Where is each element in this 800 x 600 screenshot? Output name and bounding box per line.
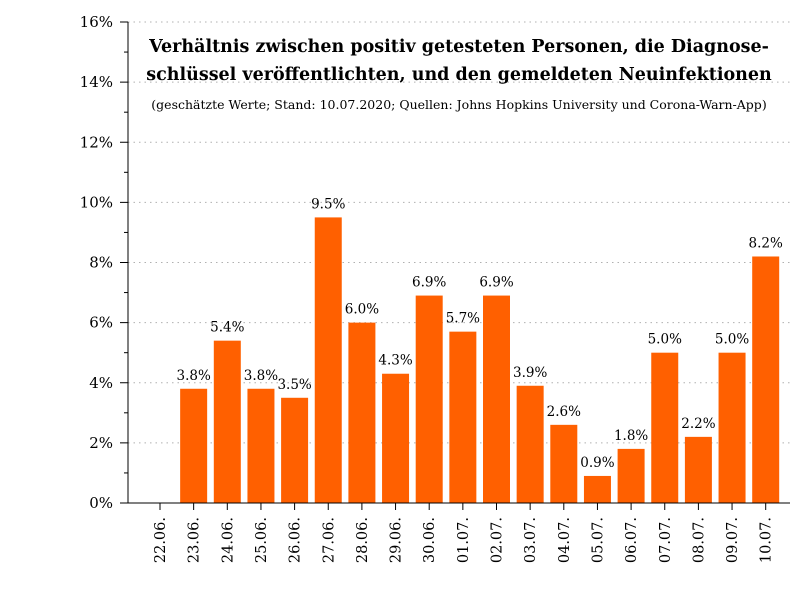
x-tick-label-04.07.: 04.07. — [557, 517, 573, 563]
y-tick-label-3: 6% — [89, 314, 113, 332]
value-label-07.07.: 5.0% — [648, 332, 682, 348]
x-tick-label-10.07.: 10.07. — [759, 517, 775, 563]
y-tick-label-6: 12% — [80, 133, 113, 151]
bar-30.06. — [415, 295, 443, 503]
value-label-02.07.: 6.9% — [479, 275, 513, 291]
bar-05.07. — [583, 475, 611, 503]
value-label-24.06.: 5.4% — [210, 320, 244, 336]
title-line-1: Verhältnis zwischen positiv getesteten P… — [148, 37, 769, 57]
value-label-29.06.: 4.3% — [378, 353, 412, 369]
bar-28.06. — [348, 322, 376, 503]
value-label-27.06.: 9.5% — [311, 196, 345, 212]
x-tick-label-07.07.: 07.07. — [658, 517, 674, 563]
bar-08.07. — [684, 436, 712, 503]
x-tick-label-09.07.: 09.07. — [725, 517, 741, 563]
value-label-06.07.: 1.8% — [614, 428, 648, 444]
x-tick-label-22.06.: 22.06. — [153, 517, 169, 563]
title-line-2: schlüssel veröffentlichten, und den geme… — [146, 65, 772, 85]
y-tick-label-5: 10% — [80, 193, 113, 211]
bar-09.07. — [718, 352, 746, 503]
y-tick-label-0: 0% — [89, 494, 113, 512]
bar-25.06. — [247, 388, 275, 503]
bar-29.06. — [382, 373, 410, 503]
bar-04.07. — [550, 424, 578, 503]
bar-23.06. — [180, 388, 208, 503]
y-tick-labels: 0% 2% 4% 6% 8% 10% 12% 14% 16% — [80, 13, 113, 512]
value-labels: 3.8%5.4%3.8%3.5%9.5%6.0%4.3%6.9%5.7%6.9%… — [176, 196, 783, 471]
x-tick-labels: 22.06. 23.06. 24.06. 25.06. 26.06. 27.06. 28.0… — [153, 517, 775, 563]
x-tick-label-08.07.: 08.07. — [691, 517, 707, 563]
bar-01.07. — [449, 331, 477, 503]
bar-07.07. — [651, 352, 679, 503]
bar-02.07. — [483, 295, 510, 503]
x-tick-label-25.06.: 25.06. — [254, 517, 270, 563]
value-label-23.06.: 3.8% — [176, 368, 210, 384]
x-tick-label-24.06.: 24.06. — [220, 517, 236, 563]
y-tick-label-2: 4% — [89, 374, 113, 392]
x-tick-label-03.07.: 03.07. — [523, 517, 539, 563]
value-label-04.07.: 2.6% — [547, 404, 581, 420]
value-label-25.06.: 3.8% — [244, 368, 278, 384]
x-tick-label-30.06.: 30.06. — [422, 517, 438, 563]
chart-subtitle: (geschätzte Werte; Stand: 10.07.2020; Qu… — [151, 97, 766, 112]
x-tick-label-26.06.: 26.06. — [288, 517, 304, 563]
y-tick-label-4: 8% — [89, 254, 113, 272]
value-label-10.07.: 8.2% — [749, 235, 783, 251]
x-tick-label-01.07.: 01.07. — [456, 517, 472, 563]
x-tick-label-05.07.: 05.07. — [590, 517, 606, 563]
bar-27.06. — [314, 217, 342, 503]
value-label-28.06.: 6.0% — [345, 302, 379, 318]
x-tick-label-06.07.: 06.07. — [624, 517, 640, 563]
value-label-30.06.: 6.9% — [412, 275, 446, 291]
x-tick-label-28.06.: 28.06. — [355, 517, 371, 563]
y-tick-label-1: 2% — [89, 434, 113, 452]
axes — [120, 21, 790, 510]
bars — [180, 217, 780, 503]
bar-26.06. — [281, 397, 309, 503]
x-tick-label-27.06.: 27.06. — [321, 517, 337, 563]
value-label-05.07.: 0.9% — [580, 455, 614, 471]
bar-03.07. — [516, 385, 544, 503]
value-label-26.06.: 3.5% — [277, 377, 311, 393]
x-tick-label-02.07.: 02.07. — [490, 517, 506, 563]
y-tick-label-7: 14% — [80, 73, 113, 91]
value-label-08.07.: 2.2% — [681, 416, 715, 432]
value-label-03.07.: 3.9% — [513, 365, 547, 381]
value-label-09.07.: 5.0% — [715, 332, 749, 348]
bar-24.06. — [213, 340, 241, 503]
bar-06.07. — [617, 448, 645, 503]
bar-10.07. — [752, 256, 780, 503]
chart-title: Verhältnis zwischen positiv getesteten P… — [146, 37, 772, 112]
x-tick-label-29.06.: 29.06. — [389, 517, 405, 563]
x-tick-label-23.06.: 23.06. — [187, 517, 203, 563]
y-tick-label-8: 16% — [80, 13, 113, 31]
value-label-01.07.: 5.7% — [446, 311, 480, 327]
